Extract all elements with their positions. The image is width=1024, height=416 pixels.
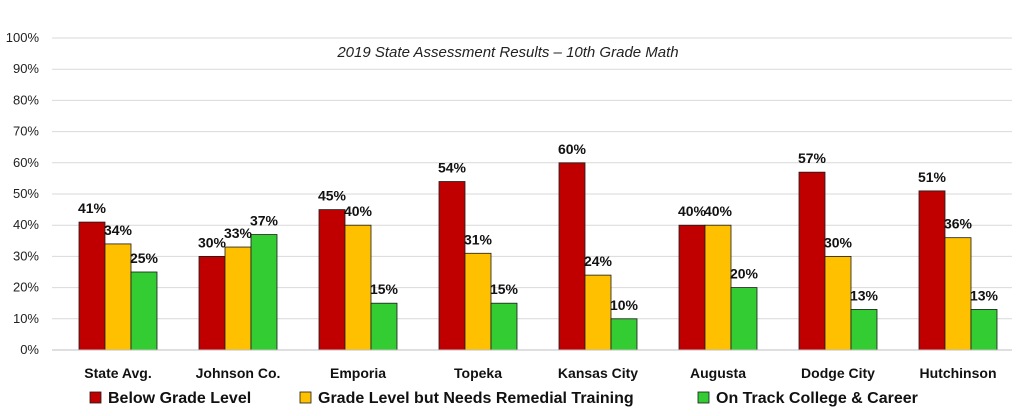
bar bbox=[584, 274, 612, 351]
data-label: 40% bbox=[344, 203, 373, 219]
data-label: 13% bbox=[970, 287, 999, 303]
bar bbox=[464, 252, 492, 351]
y-tick-label: 60% bbox=[13, 155, 39, 170]
bar bbox=[824, 255, 852, 351]
data-label: 15% bbox=[490, 281, 519, 297]
y-tick-label: 100% bbox=[6, 30, 40, 45]
y-tick-label: 70% bbox=[13, 124, 39, 139]
bar bbox=[730, 287, 758, 351]
bar bbox=[798, 171, 826, 351]
data-label: 34% bbox=[104, 222, 133, 238]
category-label: Emporia bbox=[330, 365, 386, 381]
bar bbox=[224, 246, 252, 351]
bar bbox=[970, 309, 998, 351]
y-tick-label: 10% bbox=[13, 311, 39, 326]
category-label: Augusta bbox=[690, 365, 746, 381]
category-label: Dodge City bbox=[801, 365, 875, 381]
data-label: 51% bbox=[918, 169, 947, 185]
data-label: 24% bbox=[584, 253, 613, 269]
bar bbox=[944, 237, 972, 351]
gridlines bbox=[52, 37, 1012, 320]
bar bbox=[438, 181, 466, 351]
data-label: 41% bbox=[78, 200, 107, 216]
data-label: 13% bbox=[850, 287, 879, 303]
bar bbox=[704, 224, 732, 351]
bar bbox=[318, 209, 346, 351]
category-label: Hutchinson bbox=[920, 365, 997, 381]
data-label: 30% bbox=[198, 234, 227, 250]
bar bbox=[370, 302, 398, 351]
y-axis-tick-labels: 0% 10% 20% 30% 40% 50% 60% 70% 80% 90% 100% bbox=[6, 30, 40, 357]
bar bbox=[198, 255, 226, 351]
data-label: 37% bbox=[250, 213, 279, 229]
bar bbox=[344, 224, 372, 351]
category-labels: State Avg. Johnson Co. Emporia Topeka Kansas… bbox=[84, 365, 996, 381]
legend-swatch bbox=[697, 391, 710, 404]
category-label: Kansas City bbox=[558, 365, 638, 381]
data-label: 15% bbox=[370, 281, 399, 297]
bar bbox=[558, 162, 586, 351]
bar bbox=[678, 224, 706, 351]
y-tick-label: 0% bbox=[20, 342, 39, 357]
category-label: Johnson Co. bbox=[196, 365, 281, 381]
data-label: 20% bbox=[730, 266, 759, 282]
y-tick-label: 20% bbox=[13, 280, 39, 295]
data-label: 40% bbox=[678, 203, 707, 219]
legend-label: On Track College & Career bbox=[716, 390, 918, 407]
bar bbox=[250, 234, 278, 351]
legend-swatch bbox=[299, 391, 312, 404]
category-label: Topeka bbox=[454, 365, 502, 381]
legend: Below Grade Level Grade Level but Needs R… bbox=[89, 390, 918, 407]
y-tick-label: 50% bbox=[13, 186, 39, 201]
data-label: 60% bbox=[558, 141, 587, 157]
bar bbox=[918, 190, 946, 351]
bar bbox=[130, 271, 158, 351]
bar bbox=[104, 243, 132, 351]
bar bbox=[610, 318, 638, 351]
data-label: 40% bbox=[704, 203, 733, 219]
data-label: 57% bbox=[798, 150, 827, 166]
bar bbox=[850, 309, 878, 351]
y-tick-label: 80% bbox=[13, 92, 39, 107]
legend-swatch bbox=[89, 391, 102, 404]
data-label: 45% bbox=[318, 188, 347, 204]
data-label: 33% bbox=[224, 225, 253, 241]
data-label: 36% bbox=[944, 216, 973, 232]
data-label: 30% bbox=[824, 234, 853, 250]
legend-label: Grade Level but Needs Remedial Training bbox=[318, 390, 634, 407]
y-tick-label: 40% bbox=[13, 217, 39, 232]
data-label: 25% bbox=[130, 250, 159, 266]
bar bbox=[490, 302, 518, 351]
bar bbox=[78, 221, 106, 351]
data-label: 31% bbox=[464, 231, 493, 247]
chart-title: 2019 State Assessment Results – 10th Gra… bbox=[336, 44, 678, 61]
y-tick-label: 90% bbox=[13, 61, 39, 76]
category-label: State Avg. bbox=[84, 365, 151, 381]
data-labels: 41%34%25%30%33%37%45%40%15%54%31%15%60%2… bbox=[78, 141, 999, 313]
y-tick-label: 30% bbox=[13, 248, 39, 263]
data-label: 54% bbox=[438, 160, 467, 176]
data-label: 10% bbox=[610, 297, 639, 313]
legend-label: Below Grade Level bbox=[108, 390, 251, 407]
